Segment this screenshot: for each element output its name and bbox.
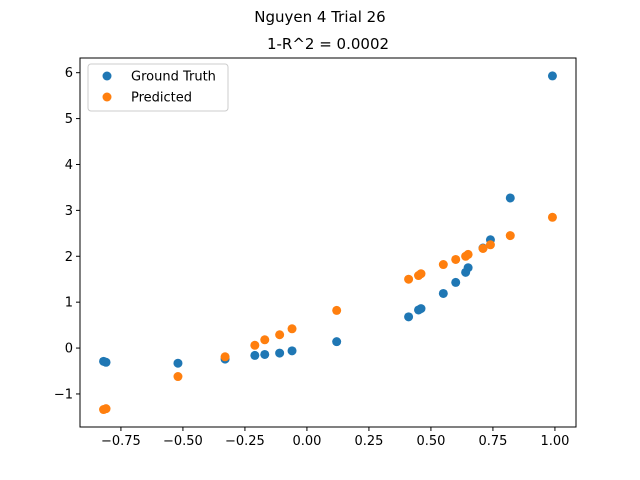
ground-truth-point (332, 337, 342, 347)
ground-truth-point (250, 350, 260, 360)
predicted-point (250, 340, 260, 350)
plot-area: −0.75 −0.50 −0.25 0.00 0.25 0.50 0.75 1.00 −1 0 1 2… (54, 57, 577, 449)
predicted-point (463, 249, 473, 259)
y-tick-label: 5 (65, 112, 73, 127)
legend-marker (102, 71, 112, 81)
y-tick-label: 6 (65, 66, 73, 81)
chart-suptitle: Nguyen 4 Trial 26 (254, 8, 385, 26)
ground-truth-point (451, 277, 461, 287)
predicted-point (505, 231, 515, 241)
legend-label: Ground Truth (131, 70, 216, 85)
predicted-point (287, 324, 297, 334)
legend-box (87, 63, 229, 112)
y-tick-label: 0 (65, 342, 73, 357)
chart-title: 1-R^2 = 0.0002 (267, 35, 389, 53)
predicted-point (404, 274, 414, 284)
x-tick-label: −0.50 (163, 434, 203, 449)
predicted-point (101, 404, 111, 414)
predicted-point (416, 269, 426, 279)
ground-truth-point (547, 71, 557, 81)
ground-truth-point (275, 348, 285, 358)
x-tick-label: 0.50 (416, 434, 445, 449)
predicted-point (547, 212, 557, 222)
ground-truth-point (287, 346, 297, 356)
y-tick-label: 3 (65, 204, 73, 219)
ground-truth-point (438, 288, 448, 298)
x-tick-label: −0.25 (225, 434, 265, 449)
y-tick-label: 2 (65, 250, 73, 265)
ground-truth-point (505, 193, 515, 203)
legend-label: Predicted (131, 91, 192, 106)
ground-truth-point (404, 312, 414, 322)
predicted-point (173, 372, 183, 382)
predicted-point (220, 352, 230, 362)
y-tick-label: −1 (54, 387, 73, 402)
x-tick-label: 0.25 (354, 434, 383, 449)
ground-truth-point (416, 304, 426, 314)
x-tick-label: 1.00 (540, 434, 569, 449)
predicted-point (275, 330, 285, 340)
axes-frame (79, 57, 577, 428)
predicted-point (332, 305, 342, 315)
legend-marker (102, 92, 112, 102)
ground-truth-point (173, 358, 183, 368)
ground-truth-point (101, 357, 111, 367)
y-tick-label: 1 (65, 296, 73, 311)
predicted-point (478, 243, 488, 253)
predicted-point (438, 260, 448, 270)
y-tick-label: 4 (65, 158, 73, 173)
predicted-point (260, 335, 270, 345)
ground-truth-point (463, 263, 473, 273)
ground-truth-point (260, 349, 270, 359)
x-tick-label: 0.00 (292, 434, 321, 449)
legend: Ground Truth Predicted (87, 63, 229, 112)
x-tick-label: 0.75 (478, 434, 507, 449)
x-tick-label: −0.75 (101, 434, 141, 449)
predicted-point (451, 254, 461, 264)
predicted-point (485, 240, 495, 250)
